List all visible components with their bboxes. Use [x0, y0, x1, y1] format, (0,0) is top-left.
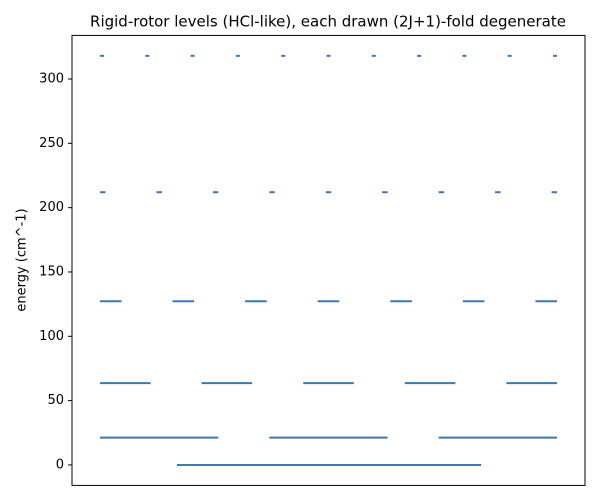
y-tick-label: 200 — [39, 200, 64, 215]
y-tick-label: 50 — [47, 393, 64, 408]
plot-frame — [71, 34, 586, 486]
y-tick-label: 100 — [39, 329, 64, 344]
y-tick-label: 150 — [39, 264, 64, 279]
y-tick-label: 0 — [56, 457, 64, 472]
y-axis-label: energy (cm^-1) — [15, 208, 30, 311]
chart-title: Rigid-rotor levels (HCl-like), each draw… — [90, 13, 566, 31]
y-tick-label: 300 — [39, 72, 64, 87]
y-tick-label: 250 — [39, 136, 64, 151]
